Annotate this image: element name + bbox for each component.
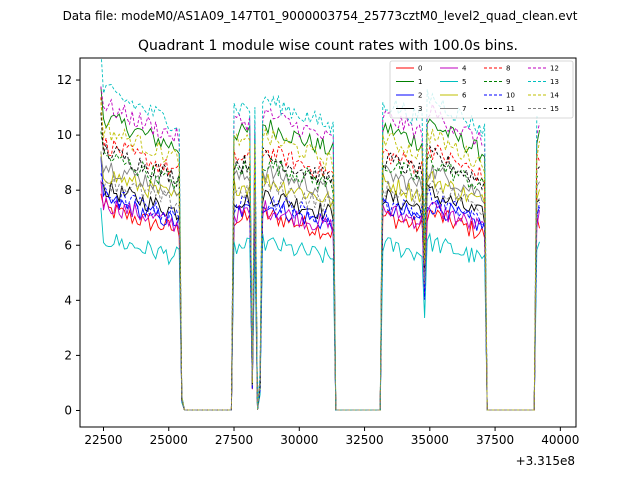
series-line-15 xyxy=(100,151,540,411)
x-tick-label: 30000 xyxy=(280,433,318,447)
y-tick-label: 0 xyxy=(64,403,72,417)
legend-label-13: 13 xyxy=(550,78,559,86)
y-axis: 0 2 4 6 8 10 12 xyxy=(57,73,80,417)
legend-label-7: 7 xyxy=(462,105,466,113)
series-line-8 xyxy=(100,97,540,411)
legend-label-2: 2 xyxy=(418,92,422,100)
y-tick-label: 8 xyxy=(64,183,72,197)
legend-label-10: 10 xyxy=(506,92,515,100)
x-tick-label: 27500 xyxy=(215,433,253,447)
legend-label-0: 0 xyxy=(418,65,422,73)
figure-suptitle: Data file: modeM0/AS1A09_147T01_90000037… xyxy=(63,9,578,23)
series-line-2 xyxy=(100,157,540,411)
legend-label-14: 14 xyxy=(550,92,559,100)
series-line-13 xyxy=(100,58,540,411)
series-line-12 xyxy=(100,86,540,411)
series-line-10 xyxy=(100,173,540,411)
x-axis: 22500 25000 27500 30000 32500 35000 37500 40000 xyxy=(84,427,579,447)
legend-label-4: 4 xyxy=(462,65,467,73)
x-tick-label: 25000 xyxy=(150,433,188,447)
y-tick-label: 4 xyxy=(64,293,72,307)
x-offset-label: +3.315e8 xyxy=(516,454,575,468)
legend-label-1: 1 xyxy=(418,78,422,86)
axes-frame xyxy=(79,57,577,428)
plot-lines xyxy=(100,58,540,411)
series-line-9 xyxy=(100,131,540,411)
y-tick-label: 12 xyxy=(57,73,72,87)
legend-label-15: 15 xyxy=(550,105,559,113)
legend-label-3: 3 xyxy=(418,105,422,113)
x-tick-label: 40000 xyxy=(541,433,579,447)
x-tick-label: 35000 xyxy=(411,433,449,447)
legend-label-12: 12 xyxy=(550,65,559,73)
y-tick-label: 6 xyxy=(64,238,72,252)
legend-label-8: 8 xyxy=(506,65,510,73)
series-line-5 xyxy=(100,207,540,411)
legend-label-11: 11 xyxy=(506,105,515,113)
x-tick-label: 32500 xyxy=(345,433,383,447)
legend-label-6: 6 xyxy=(462,92,467,100)
series-line-14 xyxy=(100,102,540,411)
legend-label-9: 9 xyxy=(506,78,510,86)
legend-label-5: 5 xyxy=(462,78,466,86)
series-line-11 xyxy=(100,112,540,411)
x-tick-label: 37500 xyxy=(476,433,514,447)
x-tick-label: 22500 xyxy=(84,433,122,447)
y-tick-label: 10 xyxy=(57,128,72,142)
y-tick-label: 2 xyxy=(64,348,72,362)
chart-title: Quadrant 1 module wise count rates with … xyxy=(138,38,518,54)
